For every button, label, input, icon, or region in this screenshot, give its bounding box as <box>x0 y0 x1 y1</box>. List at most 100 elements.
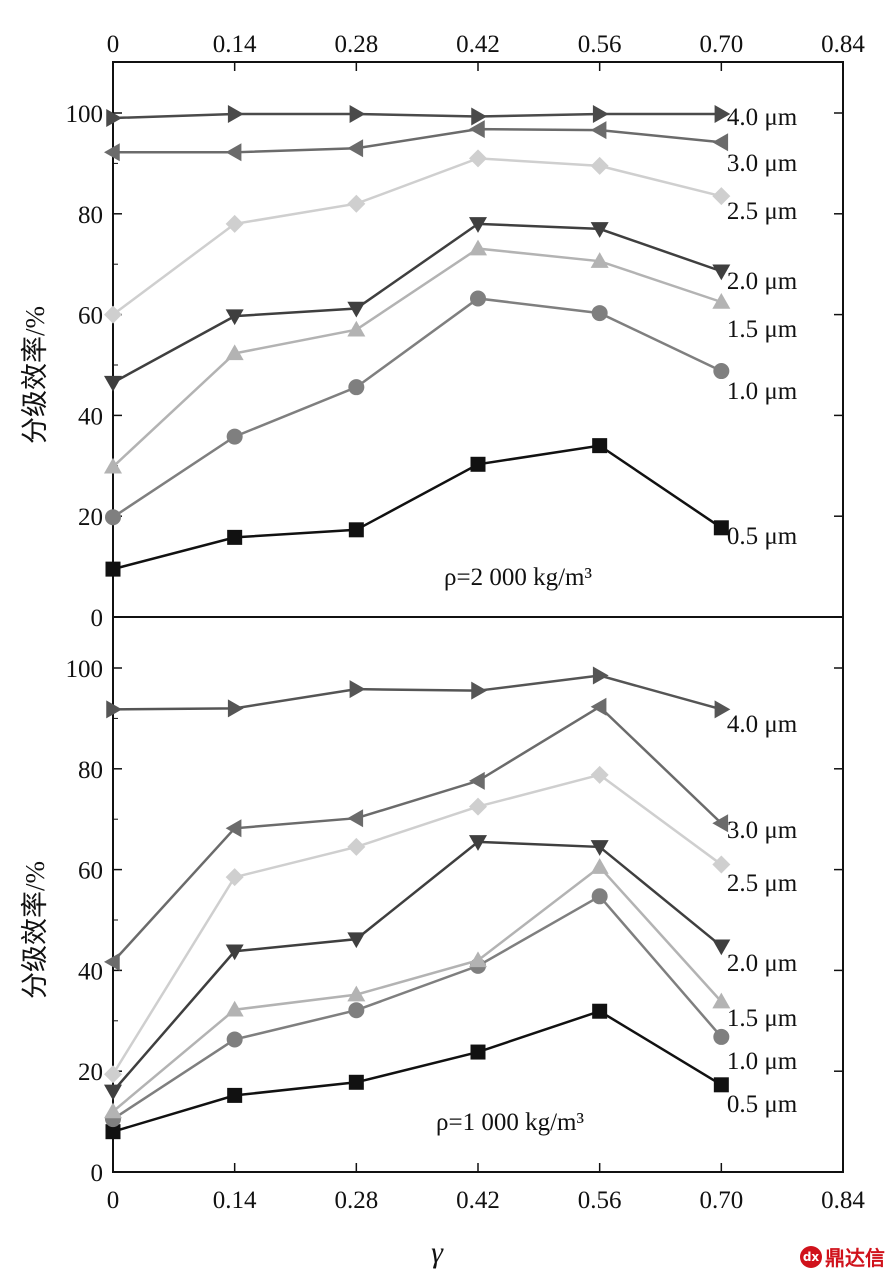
data-point <box>713 520 729 536</box>
y-tick-label: 60 <box>78 858 103 885</box>
x-tick-label-top: 0.42 <box>456 31 500 58</box>
data-point <box>590 156 609 175</box>
x-tick-label-top: 0.56 <box>578 31 622 58</box>
series-line <box>112 247 722 468</box>
x-tick-label-top: 0.28 <box>334 31 378 58</box>
x-tick-label-bottom: 0 <box>107 1187 120 1214</box>
logo-icon: dx <box>800 1245 822 1268</box>
y-axis-label: 分级效率/% <box>20 861 50 999</box>
data-point <box>227 529 243 545</box>
data-point <box>104 952 120 971</box>
data-point <box>225 1000 244 1017</box>
data-point <box>104 1102 122 1119</box>
data-point <box>470 456 486 472</box>
data-point <box>347 809 364 828</box>
data-point <box>590 121 607 140</box>
data-point <box>590 858 609 874</box>
data-point <box>347 139 364 158</box>
data-point <box>590 222 609 238</box>
data-point <box>714 700 731 719</box>
series-line <box>112 157 722 316</box>
data-point <box>469 797 487 816</box>
data-point <box>226 1031 243 1048</box>
data-point <box>349 680 366 699</box>
series-label: 4.0 μm <box>727 711 798 738</box>
data-point <box>347 932 366 949</box>
data-point <box>225 819 242 838</box>
x-axis-label: γ <box>431 1236 444 1269</box>
data-point <box>347 985 366 1002</box>
data-point <box>469 951 487 968</box>
series-label: 2.0 μm <box>727 268 798 295</box>
y-axis-label: 分级效率/% <box>20 306 50 444</box>
data-point <box>105 1124 121 1140</box>
density-annotation: ρ=1 000 kg/m³ <box>436 1109 584 1136</box>
series-label: 4.0 μm <box>727 104 798 131</box>
data-point <box>712 133 729 152</box>
data-point <box>225 214 244 233</box>
data-point <box>349 105 366 124</box>
y-tick-label: 60 <box>78 303 103 330</box>
y-tick-label: 0 <box>91 605 104 632</box>
series-line <box>112 444 723 571</box>
y-tick-label: 40 <box>78 403 103 430</box>
data-point <box>347 194 366 213</box>
series-label: 3.0 μm <box>727 150 798 177</box>
data-point <box>471 681 487 700</box>
x-tick-label-bottom: 0.84 <box>821 1187 865 1214</box>
data-point <box>225 309 244 326</box>
data-point <box>225 868 244 887</box>
data-point <box>227 699 244 718</box>
series-label: 2.0 μm <box>727 950 798 977</box>
data-point <box>469 771 485 790</box>
data-point <box>105 561 121 577</box>
data-point <box>348 1074 364 1090</box>
x-tick-label-top: 0.14 <box>213 31 257 58</box>
data-point <box>590 697 607 716</box>
data-point <box>225 344 244 361</box>
data-point <box>105 509 121 526</box>
series-line <box>111 773 723 1075</box>
data-point <box>348 379 365 396</box>
series-label: 1.5 μm <box>727 1005 798 1032</box>
data-point <box>714 105 731 124</box>
data-point <box>712 187 731 206</box>
y-tick-label: 100 <box>66 101 104 128</box>
y-tick-label: 100 <box>66 656 104 683</box>
y-tick-label: 80 <box>78 202 103 229</box>
data-point <box>469 217 487 233</box>
series-label: 1.5 μm <box>727 316 798 343</box>
data-point <box>712 939 731 956</box>
data-point <box>225 143 242 162</box>
x-tick-label-top: 0.84 <box>821 31 865 58</box>
x-tick-label-bottom: 0.70 <box>699 1187 743 1214</box>
data-point <box>590 765 609 784</box>
series-label: 1.0 μm <box>727 378 798 405</box>
data-point <box>104 305 122 324</box>
data-point <box>591 888 608 905</box>
data-point <box>227 105 244 124</box>
data-point <box>347 837 366 856</box>
y-tick-label: 80 <box>78 757 103 784</box>
data-point <box>104 1084 122 1101</box>
data-point <box>713 1077 729 1093</box>
density-annotation: ρ=2 000 kg/m³ <box>444 564 592 591</box>
x-tick-label-top: 0.70 <box>699 31 743 58</box>
series-line <box>112 297 722 519</box>
series-label: 0.5 μm <box>727 1091 798 1118</box>
x-tick-label-bottom: 0.56 <box>578 1187 622 1214</box>
data-point <box>104 1065 122 1084</box>
data-point <box>348 1002 365 1019</box>
series-line <box>112 865 723 1113</box>
data-point <box>106 700 122 719</box>
data-point <box>592 1003 608 1019</box>
data-point <box>712 814 729 833</box>
data-point <box>106 109 122 128</box>
data-point <box>347 320 366 337</box>
x-tick-label-bottom: 0.28 <box>334 1187 378 1214</box>
data-point <box>104 375 122 392</box>
data-point <box>104 457 122 474</box>
y-tick-label: 20 <box>78 504 103 531</box>
series-line <box>112 840 723 1093</box>
